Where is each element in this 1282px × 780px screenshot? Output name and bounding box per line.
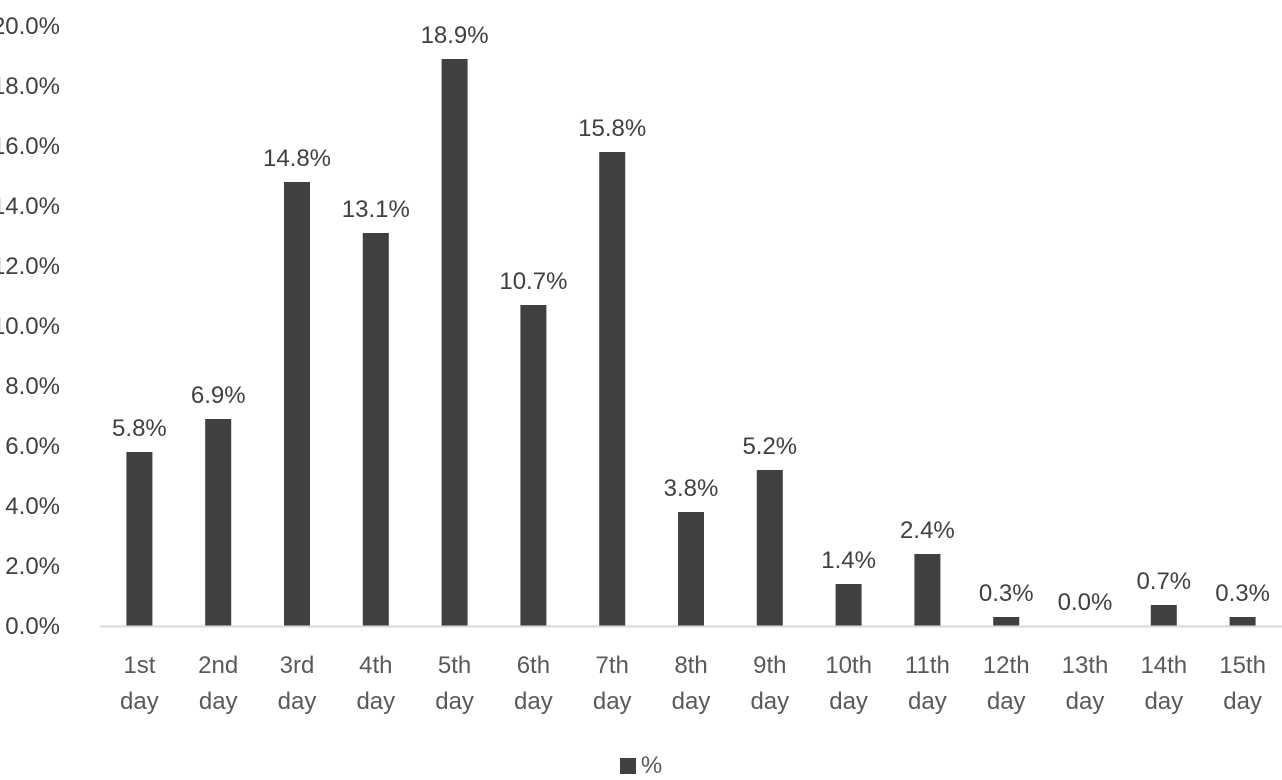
category-labels: 1st day 2nd day 3rd day 4th day 5th day 6th day 7th d… — [120, 652, 1266, 715]
x-tick-label: 7th day — [593, 652, 632, 715]
y-tick-label: 18.0% — [0, 73, 60, 100]
data-label: 14.8% — [263, 145, 331, 172]
x-tick-label: 11th day — [905, 652, 950, 715]
data-label: 13.1% — [342, 196, 410, 223]
y-tick-label: 16.0% — [0, 133, 60, 160]
y-tick-label: 12.0% — [0, 253, 60, 280]
data-label: 2.4% — [900, 517, 955, 544]
legend: % — [0, 752, 1282, 780]
data-label: 3.8% — [664, 475, 719, 502]
y-tick-label: 14.0% — [0, 193, 60, 220]
y-axis-ticks: 0.0% 2.0% 4.0% 6.0% 8.0% 10.0% 12.0% 14.0% 16.0%… — [0, 13, 60, 640]
bar — [126, 452, 153, 626]
bar — [362, 233, 389, 626]
bar — [756, 470, 783, 626]
x-tick-label: 2nd day — [198, 652, 238, 715]
data-label: 18.9% — [421, 22, 489, 49]
x-tick-label: 14th day — [1140, 652, 1187, 715]
x-tick-label: 1st day — [120, 652, 159, 715]
y-tick-label: 4.0% — [5, 493, 60, 520]
data-label: 5.8% — [112, 415, 167, 442]
y-tick-label: 10.0% — [0, 313, 60, 340]
x-tick-label: 12th day — [983, 652, 1030, 715]
bar — [599, 152, 626, 626]
x-tick-label: 10th day — [825, 652, 872, 715]
x-tick-label: 9th day — [750, 652, 789, 715]
bars — [126, 59, 1256, 626]
bar — [678, 512, 704, 626]
bar — [1150, 605, 1177, 626]
x-tick-label: 15th day — [1219, 652, 1266, 715]
x-tick-label: 13th day — [1062, 652, 1109, 715]
data-label: 0.7% — [1136, 568, 1191, 595]
x-tick-label: 5th day — [435, 652, 474, 715]
x-tick-label: 6th day — [514, 652, 553, 715]
data-label: 0.0% — [1058, 589, 1113, 616]
data-label: 5.2% — [742, 433, 797, 460]
bar — [441, 59, 468, 626]
data-label: 6.9% — [191, 382, 246, 409]
x-tick-label: 8th day — [672, 652, 711, 715]
y-tick-label: 0.0% — [5, 613, 60, 640]
x-tick-label: 3rd day — [278, 652, 317, 715]
bar — [993, 617, 1020, 626]
legend-swatch — [619, 758, 636, 774]
data-label: 0.3% — [1215, 580, 1270, 607]
bar — [835, 584, 862, 626]
bar — [914, 554, 941, 626]
y-tick-label: 2.0% — [5, 553, 60, 580]
data-label: 1.4% — [821, 547, 876, 574]
data-label: 0.3% — [979, 580, 1034, 607]
bar — [205, 419, 232, 626]
data-label: 15.8% — [578, 115, 646, 142]
data-label: 10.7% — [499, 268, 567, 295]
y-tick-label: 8.0% — [5, 373, 60, 400]
bar — [520, 305, 547, 626]
bar — [1229, 617, 1256, 626]
x-tick-label: 4th day — [356, 652, 395, 715]
legend-label: % — [640, 752, 663, 779]
y-tick-label: 20.0% — [0, 13, 60, 40]
data-labels: 5.8% 6.9% 14.8% 13.1% 18.9% 10.7% 15.8% 3.8% 5.2… — [112, 22, 1270, 616]
bar — [284, 182, 310, 626]
y-tick-label: 6.0% — [5, 433, 60, 460]
